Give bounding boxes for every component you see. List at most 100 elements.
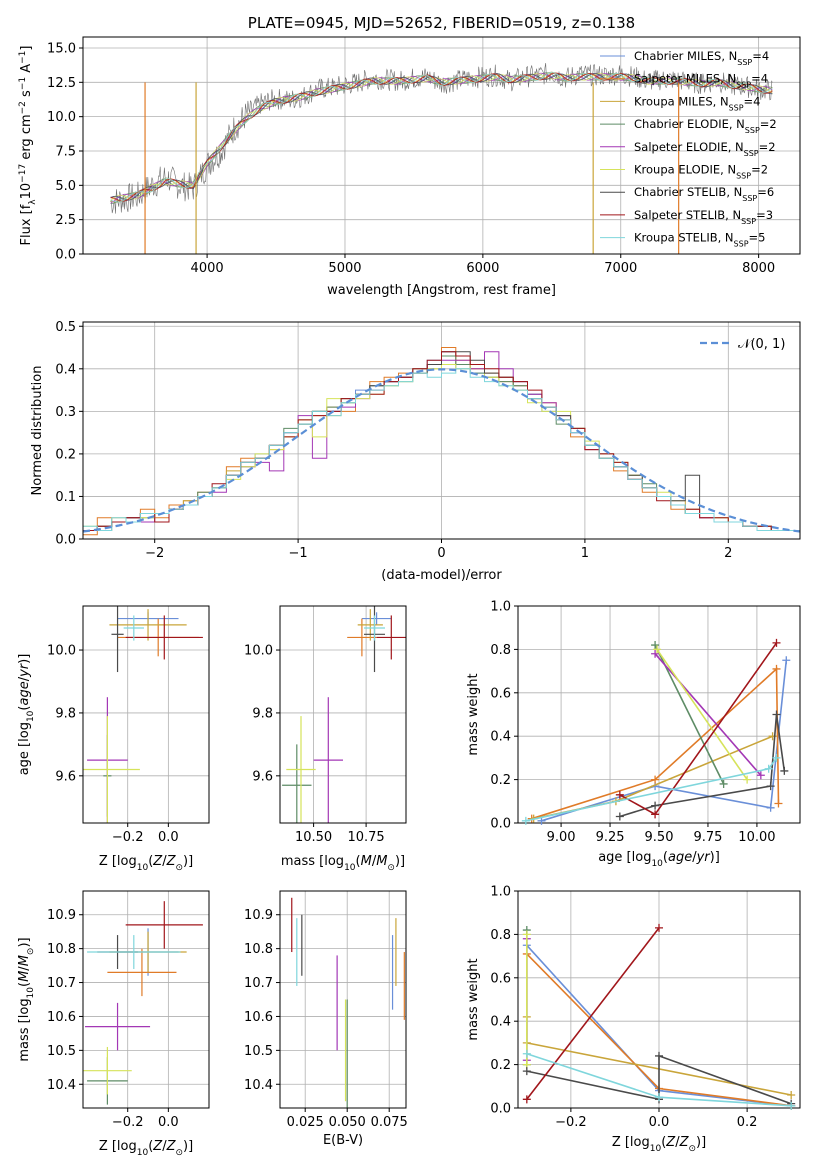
x-axis-label: E(B-V) xyxy=(323,1133,363,1148)
panel-6: 0.025 0.050 0.075 10.4 10.5 10.6 10.7 10.8 10.9 E… xyxy=(244,890,408,1148)
y-tick-label: 0.8 xyxy=(490,643,511,658)
y-tick-label: 10.6 xyxy=(244,1010,273,1025)
y-tick-label: 0.3 xyxy=(55,405,76,420)
weight-marker xyxy=(615,812,624,821)
axes-frame xyxy=(82,605,210,824)
weight-marker xyxy=(522,1095,531,1104)
model-line-7 xyxy=(110,72,773,202)
model-line-3 xyxy=(110,72,773,204)
weight-marker xyxy=(522,1067,531,1076)
panel-2: −0.2 0.0 9.6 9.8 10.0 Z [log10(Z/Z⊙)] age [log… xyxy=(17,605,210,873)
weight-marker xyxy=(774,799,783,808)
axis-label: age [log10(age/yr)] xyxy=(17,654,36,776)
weight-marker xyxy=(772,753,781,762)
y-tick-label: 0.5 xyxy=(55,320,76,335)
x-tick-label: 0.050 xyxy=(329,1115,366,1130)
legend-label-7: Salpeter STELIB, NSSP=3 xyxy=(634,208,773,226)
weight-marker xyxy=(766,782,775,791)
x-tick-label: 10.00 xyxy=(738,830,775,845)
weight-marker xyxy=(756,771,765,780)
y-axis-label: mass weight xyxy=(466,673,481,755)
weight-marker xyxy=(766,803,775,812)
weight-marker xyxy=(780,766,789,775)
y-tick-label: 15.0 xyxy=(47,41,76,56)
weight-marker xyxy=(521,816,530,825)
x-axis-label: wavelength [Angstrom, rest frame] xyxy=(327,283,556,298)
weight-marker xyxy=(787,1090,796,1099)
x-tick-label: 0.2 xyxy=(737,1115,758,1130)
plot-area xyxy=(83,347,800,539)
y-tick-label: 9.6 xyxy=(55,769,76,784)
x-tick-label: 0 xyxy=(437,546,445,561)
axis-label: Z [log10(Z/Z⊙)] xyxy=(612,1135,706,1154)
histogram-series-8 xyxy=(83,368,800,539)
y-tick-label: 1.0 xyxy=(490,885,511,900)
x-tick-label: −0.2 xyxy=(112,1115,144,1130)
x-tick-label: 0.0 xyxy=(158,830,179,845)
weight-marker xyxy=(615,790,624,799)
weight-marker xyxy=(772,638,781,647)
weight-marker xyxy=(719,779,728,788)
weight-line-5 xyxy=(656,648,748,781)
y-tick-label: 0.0 xyxy=(490,817,511,832)
legend-label-2: Kroupa MILES, NSSP=4 xyxy=(634,94,760,112)
x-tick-label: 0.025 xyxy=(287,1115,324,1130)
y-tick-label: 1.0 xyxy=(490,600,511,615)
y-tick-label: 9.6 xyxy=(252,769,273,784)
weight-marker xyxy=(764,764,773,773)
panel-4: 9.00 9.25 9.50 9.75 10.00 0.0 0.2 0.4 0.6 0.8 1.0 a… xyxy=(466,600,801,869)
x-tick-label: −0.2 xyxy=(555,1115,587,1130)
x-tick-label: 9.50 xyxy=(645,830,674,845)
axis-label: age [log10(age/yr)] xyxy=(598,850,720,869)
y-tick-label: 10.8 xyxy=(244,942,273,957)
weight-marker xyxy=(651,810,660,819)
y-tick-label: 0.4 xyxy=(490,730,511,745)
x-axis-label: (data-model)/error xyxy=(381,568,502,583)
x-tick-label: 9.00 xyxy=(547,830,576,845)
legend-label: 𝒩(0, 1) xyxy=(738,337,785,352)
weight-marker xyxy=(522,930,531,939)
x-tick-label: −0.2 xyxy=(112,830,144,845)
y-tick-label: 7.5 xyxy=(55,144,76,159)
x-tick-label: 5000 xyxy=(328,261,361,276)
y-tick-label: 0.4 xyxy=(490,1015,511,1030)
y-tick-label: 10.8 xyxy=(47,942,76,957)
y-tick-label: 10.6 xyxy=(47,1010,76,1025)
y-tick-label: 0.4 xyxy=(55,362,76,377)
weight-marker xyxy=(655,1051,663,1060)
weight-marker xyxy=(651,775,660,784)
y-tick-label: 0.0 xyxy=(55,533,76,548)
x-tick-label: 0.075 xyxy=(371,1115,408,1130)
y-tick-label: 5.0 xyxy=(55,179,76,194)
legend: Chabrier MILES, NSSP=4 Salpeter MILES, NS… xyxy=(600,49,777,248)
weight-line-4 xyxy=(654,653,762,776)
x-tick-label: 10.50 xyxy=(295,830,332,845)
y-tick-label: 9.8 xyxy=(55,706,76,721)
plot-area xyxy=(83,606,203,823)
x-tick-label: −1 xyxy=(289,546,308,561)
panel-1: −2 −1 0 1 2 0.0 0.1 0.2 0.3 0.4 0.5 (data-model)/er… xyxy=(30,320,801,583)
x-tick-label: 0.0 xyxy=(158,1115,179,1130)
x-tick-label: 2 xyxy=(724,546,732,561)
x-tick-label: 10.75 xyxy=(347,830,384,845)
legend-label-4: Salpeter ELODIE, NSSP=2 xyxy=(634,140,776,158)
weight-marker xyxy=(651,801,660,810)
y-tick-label: 10.0 xyxy=(244,644,273,659)
weight-marker xyxy=(653,645,662,654)
panel-7: −0.2 0.0 0.2 0.0 0.2 0.4 0.6 0.8 1.0 Z [log10(Z/Z… xyxy=(466,885,801,1154)
y-tick-label: 0.6 xyxy=(490,971,511,986)
plot-area xyxy=(110,63,773,254)
axes-frame xyxy=(82,890,210,1109)
legend-label-8: Kroupa STELIB, NSSP=5 xyxy=(634,231,765,249)
x-tick-label: 0.0 xyxy=(649,1115,670,1130)
x-tick-label: −2 xyxy=(145,546,164,561)
weight-marker xyxy=(522,1049,531,1058)
y-tick-label: 0.0 xyxy=(55,248,76,263)
x-tick-label: 6000 xyxy=(466,261,499,276)
y-tick-label: 10.9 xyxy=(47,908,76,923)
plot-area xyxy=(291,897,405,1108)
y-axis-label: Normed distribution xyxy=(30,366,45,496)
y-tick-label: 0.8 xyxy=(490,928,511,943)
plot-area xyxy=(83,901,203,1105)
x-tick-label: 8000 xyxy=(742,261,775,276)
